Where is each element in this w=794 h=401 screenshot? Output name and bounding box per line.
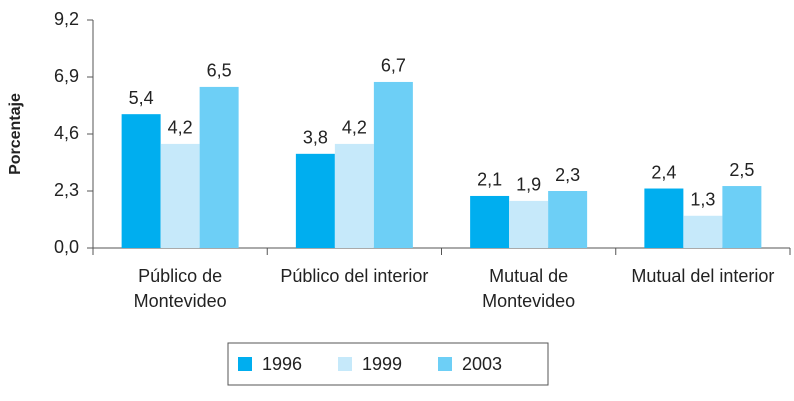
legend-swatch: [438, 357, 452, 371]
x-tick-label: Público de Montevideo: [133, 266, 227, 311]
bar: [509, 200, 549, 248]
bar: [683, 215, 723, 248]
y-tick-label: 2,3: [54, 180, 79, 200]
bar: [373, 81, 413, 249]
bar: [722, 186, 762, 248]
bar: [121, 114, 161, 248]
x-tick-label: Mutual de Montevideo: [482, 266, 576, 311]
value-label: 6,7: [381, 56, 406, 76]
value-label: 2,1: [477, 170, 502, 190]
bar: [644, 188, 684, 248]
bar: [160, 143, 200, 248]
legend-label: 2003: [462, 354, 502, 374]
legend-label: 1999: [362, 354, 402, 374]
value-label: 5,4: [129, 88, 154, 108]
value-label: 4,2: [168, 118, 193, 138]
y-tick-label: 0,0: [54, 237, 79, 257]
value-label: 4,2: [342, 118, 367, 138]
bar: [548, 191, 588, 248]
legend-box: [227, 342, 549, 386]
legend-swatch: [238, 357, 252, 371]
legend-label: 1996: [262, 354, 302, 374]
y-axis-label: Porcentaje: [7, 93, 24, 175]
value-label: 2,3: [555, 165, 580, 185]
bar: [295, 153, 335, 248]
x-tick-label: Público del interior: [280, 266, 429, 286]
bar: [199, 86, 239, 248]
bar: [334, 143, 374, 248]
y-tick-label: 4,6: [54, 123, 79, 143]
value-label: 2,5: [729, 160, 754, 180]
bar: [470, 195, 510, 248]
x-tick-label: Mutual del interior: [631, 266, 775, 286]
legend-swatch: [338, 357, 352, 371]
y-tick-label: 9,2: [54, 9, 79, 29]
y-tick-label: 6,9: [54, 66, 79, 86]
value-label: 6,5: [207, 61, 232, 81]
value-label: 1,3: [690, 190, 715, 210]
value-label: 3,8: [303, 128, 328, 148]
value-label: 1,9: [516, 175, 541, 195]
value-label: 2,4: [651, 162, 676, 182]
